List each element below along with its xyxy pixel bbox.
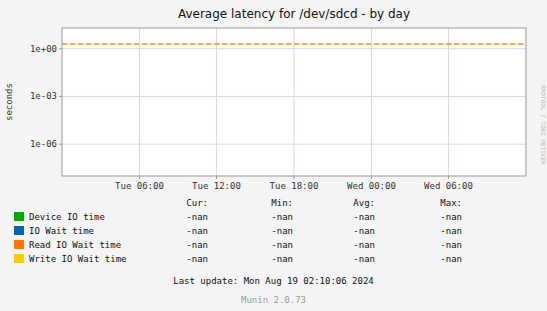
tick-label: Tue 18:00: [270, 181, 319, 191]
grid-line: [216, 28, 217, 176]
chart: 1e-06 1e-03 1e+00 Tue 06:00 Tue 12:00 Tue 18:…: [0, 0, 547, 311]
grid-line: [294, 28, 295, 176]
table-cell: -nan: [353, 226, 375, 236]
legend-swatch: [14, 226, 24, 235]
table-cell: -nan: [271, 226, 293, 236]
legend-label: Write IO Wait time: [29, 254, 127, 264]
legend-label: IO Wait time: [29, 226, 94, 236]
table-cell: -nan: [353, 240, 375, 250]
tick-label: Tue 12:00: [192, 181, 241, 191]
table-cell: -nan: [353, 212, 375, 222]
tick-mark: [59, 96, 62, 97]
table-header: Cur:: [186, 198, 208, 208]
tick-mark: [216, 176, 217, 179]
reference-line: [62, 43, 526, 45]
axis-label: seconds: [4, 83, 14, 121]
tick-mark: [371, 176, 372, 179]
tick-label: Tue 06:00: [115, 181, 164, 191]
tick-mark: [294, 176, 295, 179]
table-header: Max:: [440, 198, 462, 208]
table-header: Min:: [271, 198, 293, 208]
background: [0, 0, 547, 311]
grid-line: [139, 28, 140, 176]
title: Average latency for /dev/sdcd - by day: [178, 7, 410, 21]
table-cell: -nan: [353, 254, 375, 264]
legend-swatch: [14, 254, 24, 263]
tick-mark: [139, 176, 140, 179]
table-cell: -nan: [186, 254, 208, 264]
tick-label: 1e+00: [30, 44, 57, 54]
credit: Munin 2.0.73: [241, 295, 306, 305]
tick-label: Wed 00:00: [347, 181, 396, 191]
table-cell: -nan: [440, 226, 462, 236]
grid-line: [448, 28, 449, 176]
legend-swatch: [14, 212, 24, 221]
legend-label: Read IO Wait time: [29, 240, 121, 250]
plot-area: [62, 28, 526, 176]
tick-label: 1e-06: [30, 139, 57, 149]
table-cell: -nan: [271, 212, 293, 222]
footer: Last update: Mon Aug 19 02:10:06 2024: [173, 276, 373, 286]
table-header: Avg:: [353, 198, 375, 208]
table-cell: -nan: [440, 240, 462, 250]
table-cell: -nan: [440, 254, 462, 264]
tick-mark: [59, 48, 62, 49]
plot-frame: [62, 28, 526, 176]
table-cell: -nan: [186, 240, 208, 250]
tick-mark: [59, 144, 62, 145]
legend-label: Device IO time: [29, 212, 105, 222]
table-cell: -nan: [186, 212, 208, 222]
table-cell: -nan: [271, 254, 293, 264]
grid-line: [371, 28, 372, 176]
table-cell: -nan: [440, 212, 462, 222]
tick-label: 1e-03: [30, 91, 57, 101]
plot-marks: [62, 43, 526, 44]
tick-label: Wed 06:00: [424, 181, 473, 191]
watermark: RRDTOOL / TOBI OETIKER: [540, 85, 547, 165]
tick-mark: [448, 176, 449, 179]
table-cell: -nan: [271, 240, 293, 250]
legend-swatch: [14, 240, 24, 249]
table-cell: -nan: [186, 226, 208, 236]
